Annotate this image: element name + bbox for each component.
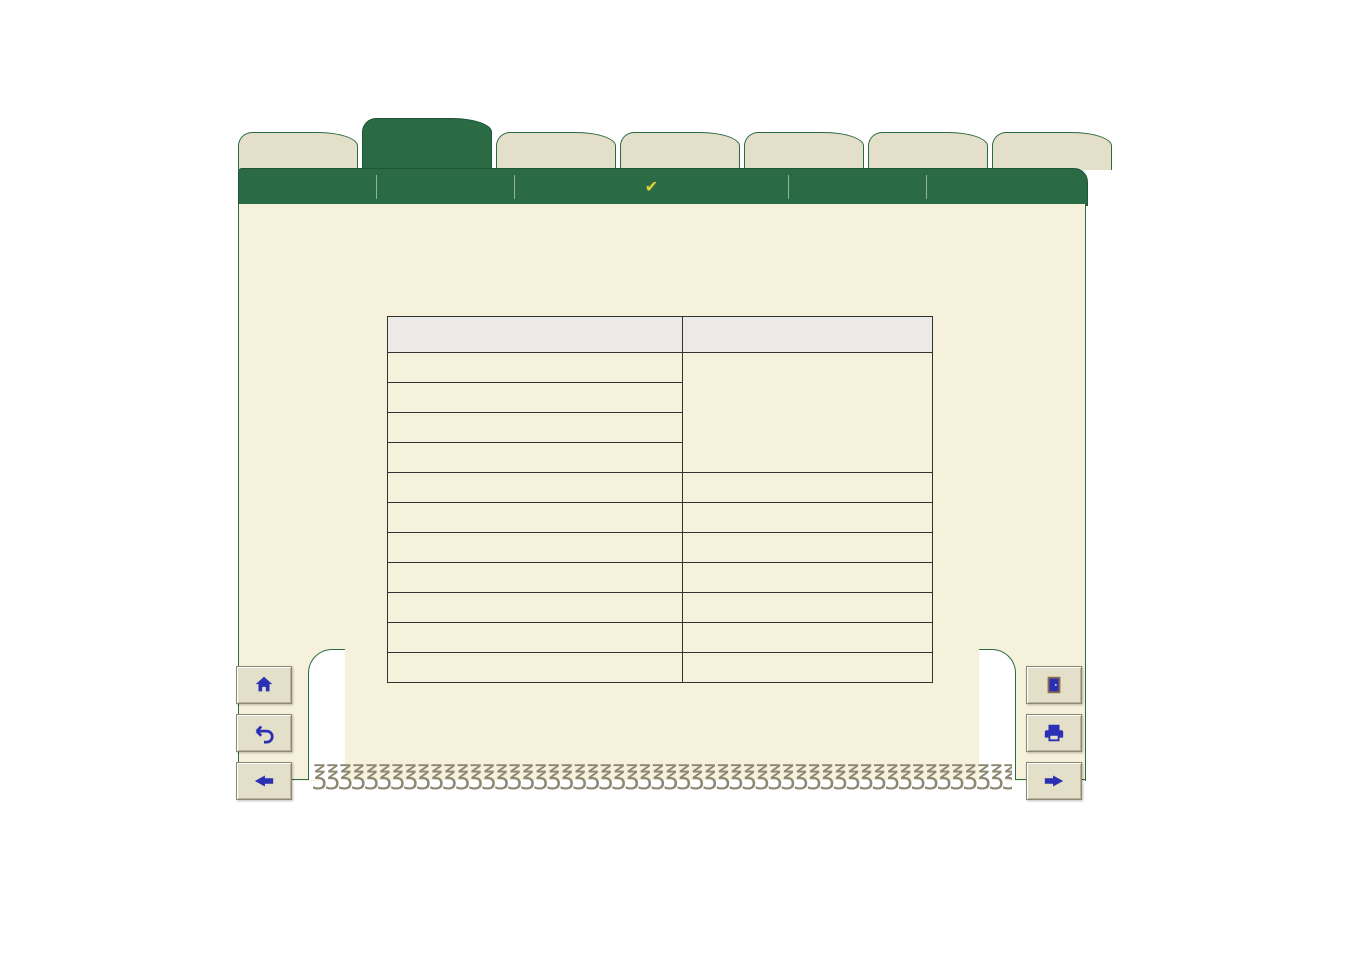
data-table — [387, 316, 933, 683]
header-seg-4[interactable] — [927, 175, 1087, 199]
page-body — [238, 204, 1086, 780]
tab-3[interactable] — [620, 132, 740, 170]
table-cell-right-blank — [683, 353, 933, 473]
table-row — [388, 593, 933, 623]
header-seg-2[interactable]: ✔ — [515, 175, 789, 199]
table-row — [388, 533, 933, 563]
table-cell-left — [388, 623, 683, 653]
table-cell-left — [388, 353, 683, 383]
prev-button[interactable] — [236, 762, 292, 800]
tab-0[interactable] — [238, 132, 358, 170]
table-row — [388, 623, 933, 653]
header-seg-3[interactable] — [789, 175, 927, 199]
header-seg-0[interactable] — [239, 175, 377, 199]
header-seg-1[interactable] — [377, 175, 515, 199]
table-row — [388, 503, 933, 533]
tab-4[interactable] — [744, 132, 864, 170]
home-button[interactable] — [236, 666, 292, 704]
table-header-1 — [683, 317, 933, 353]
table-row — [388, 473, 933, 503]
table-cell-right — [683, 533, 933, 563]
printer-icon — [1040, 722, 1068, 744]
table-cell-left — [388, 593, 683, 623]
table-cell-right — [683, 503, 933, 533]
print-button[interactable] — [1026, 714, 1082, 752]
table-cell-right — [683, 563, 933, 593]
undo-icon — [250, 722, 278, 744]
table-cell-left — [388, 383, 683, 413]
exit-button[interactable] — [1026, 666, 1082, 704]
door-icon — [1040, 674, 1068, 696]
table-cell-left — [388, 563, 683, 593]
right-button-stack — [1026, 666, 1082, 800]
next-button[interactable] — [1026, 762, 1082, 800]
section-header-bar: ✔ — [238, 168, 1088, 206]
tab-2[interactable] — [496, 132, 616, 170]
table-row — [388, 353, 933, 383]
tab-6[interactable] — [992, 132, 1112, 170]
tab-1[interactable] — [362, 118, 492, 170]
table-header-0 — [388, 317, 683, 353]
table-cell-right — [683, 473, 933, 503]
table-cell-right — [683, 653, 933, 683]
table-row — [388, 653, 933, 683]
house-icon — [250, 674, 278, 696]
table-cell-right — [683, 623, 933, 653]
table-cell-left — [388, 653, 683, 683]
check-icon: ✔ — [645, 177, 658, 197]
table-cell-left — [388, 473, 683, 503]
hand-left-icon — [250, 770, 278, 792]
hand-right-icon — [1040, 770, 1068, 792]
table-cell-left — [388, 413, 683, 443]
table-header-row — [388, 317, 933, 353]
back-button[interactable] — [236, 714, 292, 752]
table-cell-left — [388, 443, 683, 473]
left-button-stack — [236, 666, 292, 800]
table-cell-left — [388, 533, 683, 563]
table-cell-right — [683, 593, 933, 623]
table-row — [388, 563, 933, 593]
tab-5[interactable] — [868, 132, 988, 170]
table-cell-left — [388, 503, 683, 533]
folder-tabs — [238, 118, 1112, 170]
